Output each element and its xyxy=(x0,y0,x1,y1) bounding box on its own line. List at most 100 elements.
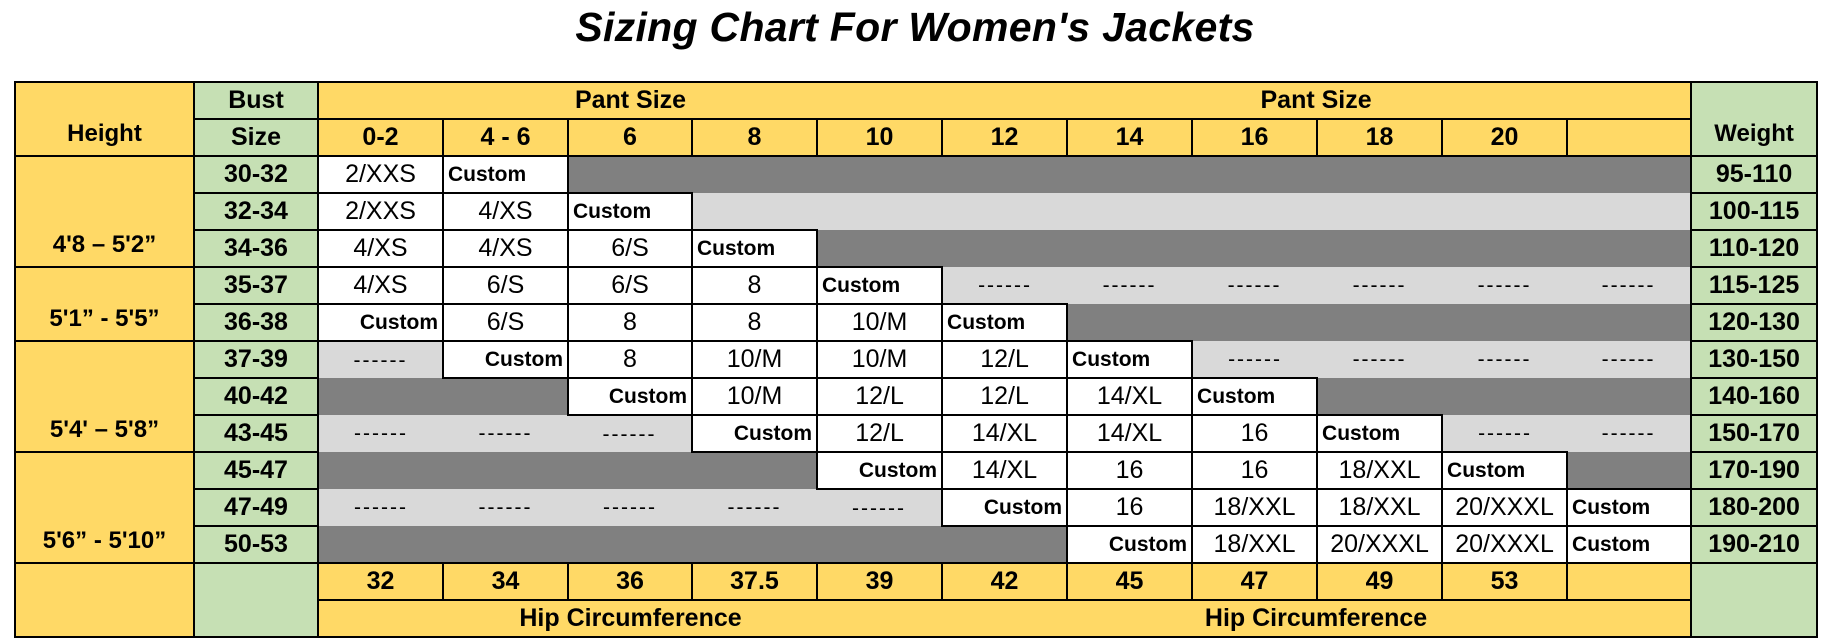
height-group: 4'8 – 5'2” xyxy=(14,155,195,268)
height-header: Height xyxy=(14,81,195,157)
bust-size-cell: 50-53 xyxy=(193,525,319,564)
unavailable-cell: ------ xyxy=(1567,415,1693,452)
unavailable-cell: ------ xyxy=(1442,267,1568,304)
height-group: 5'1” - 5'5” xyxy=(14,266,195,342)
bust-size-cell: 43-45 xyxy=(193,414,319,453)
size-cell: 8 xyxy=(691,266,818,305)
size-cell: 8 xyxy=(567,303,693,342)
unavailable-cell: ------ xyxy=(1442,341,1568,378)
bust-size-cell: 45-47 xyxy=(193,451,319,490)
custom-size-cell: Custom xyxy=(815,266,944,305)
size-cell: 18/XXL xyxy=(1316,488,1444,527)
custom-size-cell: Custom xyxy=(941,488,1069,527)
custom-size-cell: Custom xyxy=(567,377,693,416)
size-cell: 6/S xyxy=(442,303,569,342)
unavailable-cell xyxy=(568,526,692,563)
bust-size-cell: 36-38 xyxy=(193,303,319,342)
bust-size-cell: 32-34 xyxy=(193,192,319,231)
unavailable-cell xyxy=(568,452,692,489)
size-cell: 18/XXL xyxy=(1316,451,1444,490)
unavailable-cell: ------ xyxy=(1067,267,1193,304)
unavailable-cell xyxy=(1567,230,1693,267)
size-cell: 20/XXXL xyxy=(1441,488,1569,527)
unavailable-cell xyxy=(1067,156,1193,193)
size-cell: 16 xyxy=(1066,488,1194,527)
size-cell: 20/XXXL xyxy=(1316,525,1444,564)
pant-size-header-right: Pant Size xyxy=(942,81,1693,119)
weight-range-cell: 140-160 xyxy=(1690,377,1819,416)
size-cell: 10/M xyxy=(815,340,944,379)
unavailable-cell xyxy=(817,156,943,193)
hip-value: 34 xyxy=(442,562,569,601)
unavailable-cell xyxy=(1317,230,1443,267)
unavailable-cell xyxy=(817,230,943,267)
chart-title: Sizing Chart For Women's Jackets xyxy=(575,4,1255,50)
unavailable-cell xyxy=(1067,193,1193,230)
unavailable-cell xyxy=(942,230,1068,267)
unavailable-cell xyxy=(1442,378,1568,415)
weight-header: Weight xyxy=(1690,81,1819,157)
weight-range-cell: 95-110 xyxy=(1690,155,1819,194)
custom-size-cell: Custom xyxy=(1316,414,1444,453)
unavailable-cell xyxy=(942,526,1068,563)
unavailable-cell xyxy=(1442,156,1568,193)
unavailable-cell xyxy=(318,452,443,489)
pant-size-label: 16 xyxy=(1191,118,1319,157)
size-cell: 16 xyxy=(1066,451,1194,490)
size-cell: 4/XS xyxy=(442,192,569,231)
custom-size-cell: Custom xyxy=(1566,525,1693,564)
sizing-table: Height Bust Pant Size Pant Size Weight Size 0-… xyxy=(14,81,1819,638)
pant-size-label: 14 xyxy=(1066,118,1194,157)
hip-value: 32 xyxy=(317,562,444,601)
unavailable-cell xyxy=(692,526,817,563)
custom-size-cell: Custom xyxy=(1191,377,1319,416)
unavailable-cell xyxy=(817,526,943,563)
bust-size-cell: 47-49 xyxy=(193,488,319,527)
custom-size-cell: Custom xyxy=(1066,525,1194,564)
size-cell: 14/XL xyxy=(941,414,1069,453)
size-cell: 12/L xyxy=(815,414,944,453)
unavailable-cell: ------ xyxy=(1192,267,1318,304)
custom-size-cell: Custom xyxy=(1441,451,1569,490)
unavailable-cell: ------ xyxy=(318,415,443,452)
size-cell: 6/S xyxy=(567,229,693,268)
custom-size-cell: Custom xyxy=(815,451,944,490)
unavailable-cell xyxy=(568,156,692,193)
footer-weight-blank xyxy=(1690,562,1819,638)
unavailable-cell xyxy=(318,378,443,415)
pant-size-label: 12 xyxy=(941,118,1069,157)
size-cell: 10/M xyxy=(815,303,944,342)
size-cell: 2/XXS xyxy=(317,155,444,194)
unavailable-cell xyxy=(1317,156,1443,193)
weight-range-cell: 150-170 xyxy=(1690,414,1819,453)
weight-range-cell: 120-130 xyxy=(1690,303,1819,342)
size-cell: 8 xyxy=(691,303,818,342)
unavailable-cell: ------ xyxy=(1567,341,1693,378)
size-cell: 14/XL xyxy=(1066,377,1194,416)
pant-size-label: 10 xyxy=(815,118,944,157)
unavailable-cell xyxy=(318,526,443,563)
custom-size-cell: Custom xyxy=(1066,340,1194,379)
pant-size-label: 6 xyxy=(567,118,693,157)
unavailable-cell: ------ xyxy=(318,341,443,378)
size-cell: 16 xyxy=(1191,414,1319,453)
unavailable-cell xyxy=(817,193,943,230)
bust-size-cell: 37-39 xyxy=(193,340,319,379)
size-cell: 10/M xyxy=(691,340,818,379)
size-cell: 10/M xyxy=(691,377,818,416)
size-cell: 4/XS xyxy=(317,229,444,268)
unavailable-cell xyxy=(1317,304,1443,341)
size-cell: 18/XXL xyxy=(1191,488,1319,527)
unavailable-cell xyxy=(942,193,1068,230)
size-cell: 8 xyxy=(567,340,693,379)
unavailable-cell xyxy=(1067,230,1193,267)
custom-size-cell: Custom xyxy=(567,192,693,231)
hip-circumference-label-left: Hip Circumference xyxy=(316,600,943,638)
unavailable-cell xyxy=(1567,304,1693,341)
unavailable-cell: ------ xyxy=(1317,341,1443,378)
unavailable-cell xyxy=(1317,193,1443,230)
footer-bust-blank xyxy=(193,562,319,638)
unavailable-cell xyxy=(1192,304,1318,341)
bust-size-cell: 34-36 xyxy=(193,229,319,268)
weight-range-cell: 190-210 xyxy=(1690,525,1819,564)
